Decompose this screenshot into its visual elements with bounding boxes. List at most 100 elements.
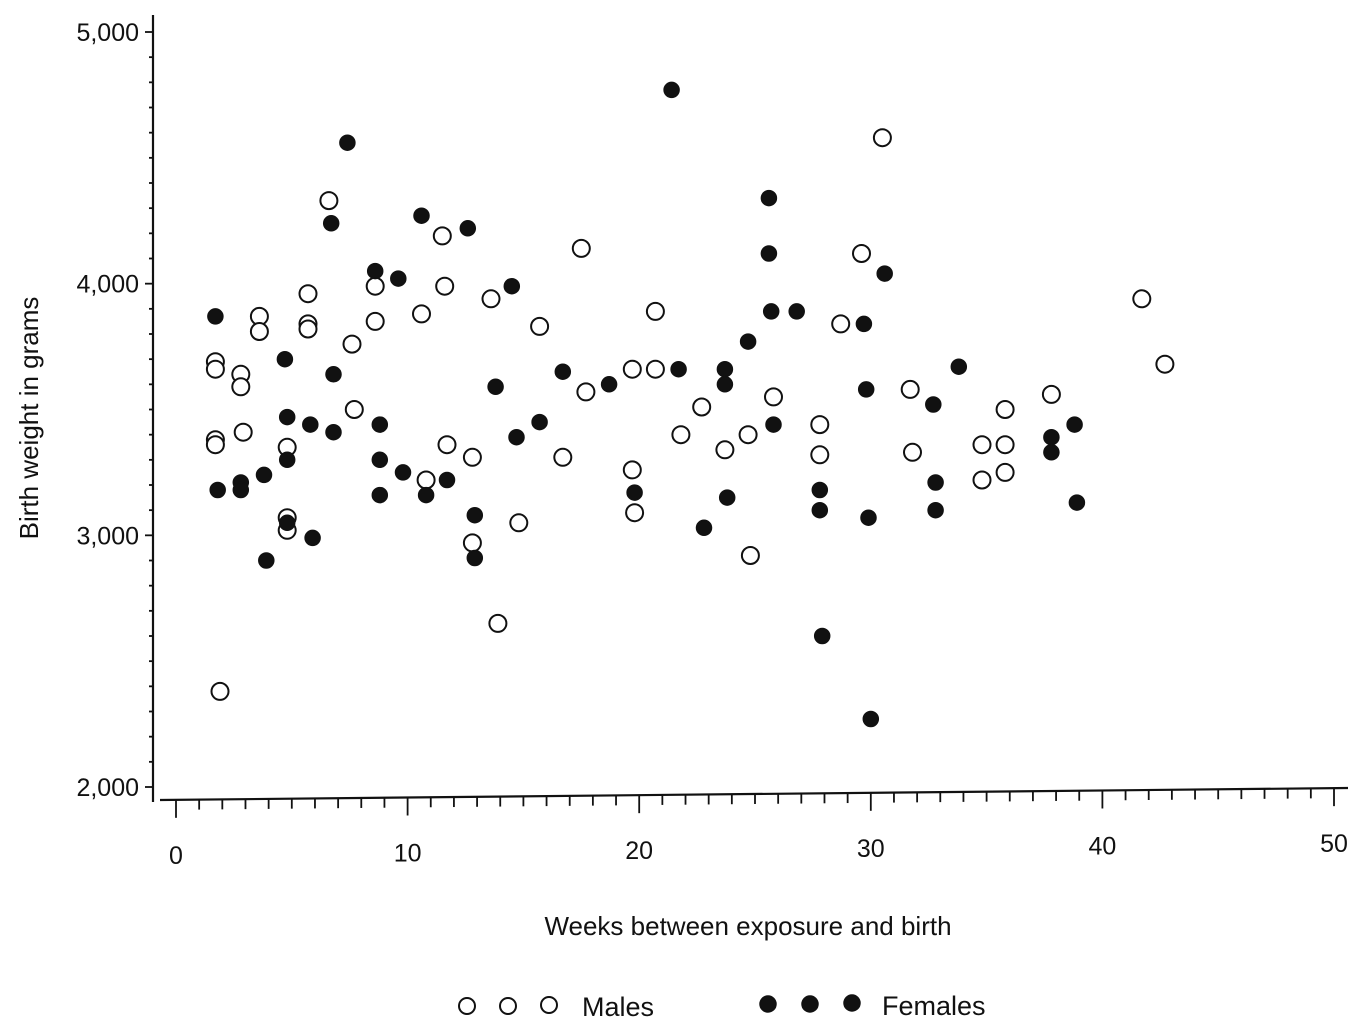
- male-point: [435, 276, 455, 296]
- female-point: [276, 350, 294, 368]
- female-point: [390, 270, 407, 287]
- female-point: [413, 207, 430, 224]
- data-points: [205, 81, 1175, 728]
- female-point: [339, 134, 356, 151]
- x-tick-label: 10: [394, 839, 422, 867]
- female-point: [788, 303, 805, 320]
- female-point: [811, 501, 829, 519]
- female-point: [466, 506, 484, 524]
- female-point: [927, 474, 944, 491]
- female-point: [278, 451, 296, 469]
- male-point: [432, 226, 452, 246]
- female-point: [1043, 428, 1060, 446]
- female-point: [718, 489, 736, 506]
- male-point: [995, 462, 1015, 482]
- female-point: [855, 315, 873, 333]
- x-tick-label: 0: [169, 842, 183, 870]
- male-point: [342, 334, 362, 354]
- female-point: [304, 529, 321, 547]
- male-point: [671, 425, 691, 445]
- legend-label-females: Females: [882, 991, 986, 1021]
- male-point: [365, 276, 385, 296]
- female-point: [716, 360, 734, 378]
- x-axis-line: [159, 786, 1349, 802]
- female-point: [762, 303, 780, 320]
- legend-female-marker: [843, 994, 861, 1012]
- male-point: [972, 470, 992, 490]
- male-point: [872, 128, 892, 148]
- female-point: [394, 464, 412, 481]
- male-point: [298, 284, 318, 304]
- male-point: [344, 400, 364, 419]
- male-point: [831, 314, 851, 334]
- female-point: [716, 376, 734, 393]
- male-point: [622, 460, 642, 480]
- male-point: [972, 435, 992, 455]
- legend-male-marker: [499, 997, 517, 1015]
- female-point: [1066, 416, 1083, 433]
- male-point: [692, 397, 712, 417]
- male-point: [233, 422, 253, 442]
- legend-male-marker: [540, 996, 558, 1014]
- male-point: [995, 400, 1015, 419]
- x-tick-label: 30: [857, 835, 885, 863]
- male-point: [900, 379, 920, 399]
- female-point: [207, 308, 224, 325]
- legend-item-males: Males: [458, 992, 654, 1022]
- male-point: [903, 442, 922, 462]
- male-point: [645, 301, 665, 321]
- female-point: [760, 189, 778, 207]
- female-point: [438, 471, 456, 489]
- legend-male-marker: [458, 997, 476, 1015]
- female-point: [371, 416, 389, 433]
- female-point: [503, 277, 521, 295]
- female-point: [508, 428, 525, 446]
- male-point: [715, 440, 735, 460]
- male-point: [740, 546, 760, 565]
- male-point: [231, 377, 251, 397]
- female-point: [322, 215, 340, 232]
- male-point: [481, 289, 501, 309]
- female-point: [811, 481, 829, 499]
- male-point: [738, 425, 758, 445]
- female-point: [765, 416, 782, 433]
- male-point: [319, 191, 339, 211]
- x-tick-label: 40: [1088, 832, 1116, 860]
- female-point: [860, 509, 877, 526]
- male-point: [462, 447, 482, 467]
- male-point: [416, 470, 436, 490]
- female-point: [302, 416, 319, 433]
- female-point: [366, 262, 384, 280]
- male-point: [1041, 384, 1061, 404]
- male-point: [571, 238, 591, 258]
- female-point: [459, 220, 477, 237]
- legend: Males Females: [458, 991, 986, 1022]
- female-point: [325, 366, 342, 383]
- female-point: [876, 265, 893, 282]
- female-point: [670, 360, 687, 378]
- female-point: [862, 710, 880, 728]
- y-axis-ticks: 2,000 3,000 4,000 5,000: [76, 19, 153, 802]
- female-point: [925, 396, 942, 413]
- male-point: [249, 322, 269, 341]
- y-tick-label: 5,000: [76, 19, 139, 47]
- male-point: [622, 359, 642, 379]
- female-point: [626, 484, 643, 501]
- male-point: [852, 244, 871, 263]
- female-point: [600, 376, 618, 393]
- male-point: [530, 316, 550, 336]
- x-axis-title: Weeks between exposure and birth: [544, 911, 951, 941]
- y-tick-label: 3,000: [76, 522, 139, 550]
- female-point: [760, 245, 778, 262]
- male-point: [1132, 289, 1152, 309]
- female-point: [371, 451, 389, 469]
- x-tick-label: 20: [625, 837, 653, 865]
- female-point: [950, 358, 968, 375]
- female-point: [531, 413, 548, 431]
- female-point: [278, 514, 296, 532]
- y-tick-label: 2,000: [76, 774, 139, 802]
- male-point: [210, 681, 230, 701]
- female-point: [466, 549, 484, 567]
- female-point: [232, 481, 250, 499]
